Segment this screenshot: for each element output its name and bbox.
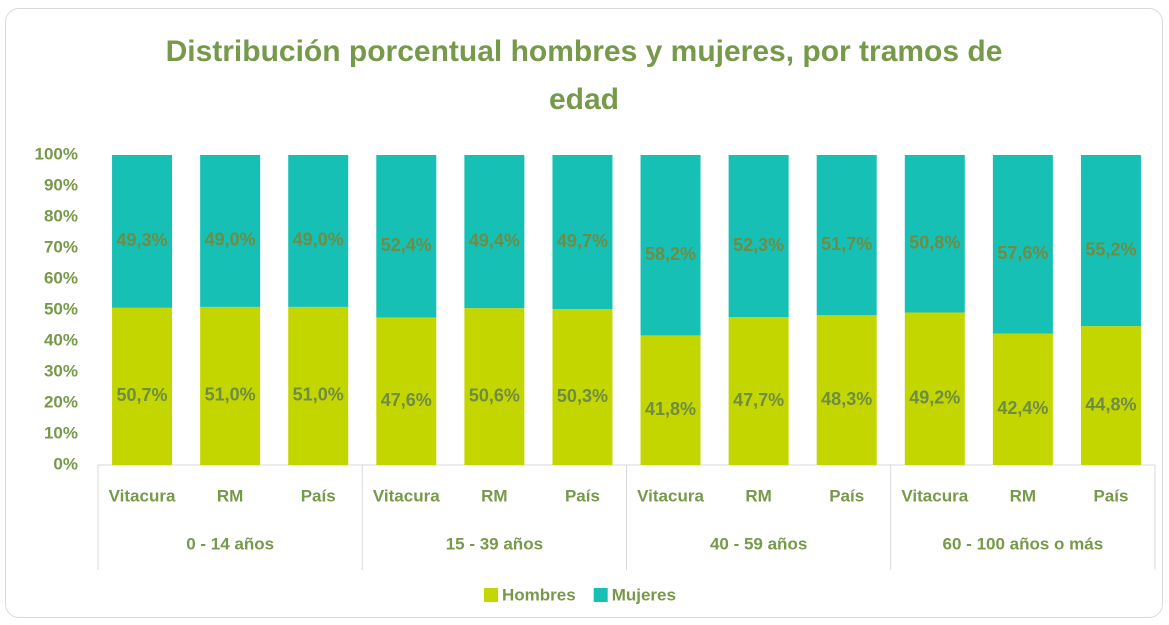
bar-segment [904,312,965,465]
legend-swatch [593,588,608,602]
data-label: 49,4% [469,230,520,250]
bar-segment [728,317,789,465]
bar-segment [112,155,173,308]
bar-segment [992,155,1053,334]
data-label: 47,7% [733,390,784,410]
x-tick-label: RM [481,486,507,505]
bar-segment [1080,326,1141,465]
bar-segment [288,306,349,465]
x-tick-label: País [301,486,336,505]
data-label: 55,2% [1085,239,1136,259]
bar-segment [376,317,437,465]
data-label: 51,0% [205,385,256,405]
bar-segment [464,155,525,309]
data-label: 48,3% [821,389,872,409]
data-label: 57,6% [997,243,1048,263]
x-tick-label: Vitacura [901,486,968,505]
x-tick-label: Vitacura [373,486,440,505]
data-label: 51,7% [821,234,872,254]
group-label: 40 - 59 años [710,534,807,553]
bar-segment [728,155,789,318]
data-label: 50,6% [469,385,520,405]
bar-segment [640,335,701,465]
y-tick-label: 90% [44,175,78,194]
bar-segment [552,309,613,465]
data-label: 44,8% [1085,394,1136,414]
bar-segment [376,155,437,318]
data-label: 42,4% [997,398,1048,418]
y-tick-label: 50% [44,299,78,318]
y-tick-label: 30% [44,361,78,380]
y-tick-label: 60% [44,268,78,287]
bar-segment [552,155,613,310]
bar-segment [904,155,965,313]
y-tick-label: 10% [44,423,78,442]
x-tick-label: País [1093,486,1128,505]
bar-segment [200,155,261,307]
data-label: 51,0% [293,385,344,405]
y-tick-label: 40% [44,330,78,349]
y-tick-label: 70% [44,237,78,256]
bar-segment [464,308,525,465]
y-tick-label: 0% [53,454,78,473]
data-label: 50,7% [117,385,168,405]
x-tick-label: Vitacura [109,486,176,505]
data-label: 52,3% [733,235,784,255]
group-label: 60 - 100 años o más [943,534,1104,553]
x-tick-label: Vitacura [637,486,704,505]
data-label: 49,2% [909,387,960,407]
bar-segment [640,155,701,336]
data-label: 58,2% [645,244,696,264]
legend-label: Hombres [502,585,576,604]
x-tick-label: RM [1010,486,1036,505]
legend-label: Mujeres [612,585,676,604]
data-label: 47,6% [381,390,432,410]
group-label: 15 - 39 años [446,534,543,553]
data-label: 49,7% [557,231,608,251]
legend-swatch [484,588,498,602]
chart-frame [5,8,1163,618]
bar-segment [816,155,877,316]
bar-segment [1080,155,1141,327]
x-tick-label: País [565,486,600,505]
data-label: 49,0% [205,230,256,250]
data-label: 50,8% [909,232,960,252]
data-label: 50,3% [557,386,608,406]
data-label: 49,0% [293,230,344,250]
data-label: 41,8% [645,399,696,419]
bar-segment [992,333,1053,465]
y-tick-label: 80% [44,206,78,225]
x-tick-label: RM [217,486,243,505]
data-label: 49,3% [117,230,168,250]
bar-segment [816,315,877,465]
data-label: 52,4% [381,235,432,255]
chart-title: Distribución porcentual hombres y mujere… [165,35,1003,116]
y-tick-label: 20% [44,392,78,411]
x-tick-label: RM [745,486,771,505]
group-label: 0 - 14 años [186,534,274,553]
bar-segment [288,155,349,307]
x-tick-label: País [829,486,864,505]
bar-segment [112,307,173,465]
y-tick-label: 100% [35,144,78,163]
bar-segment [200,306,261,465]
